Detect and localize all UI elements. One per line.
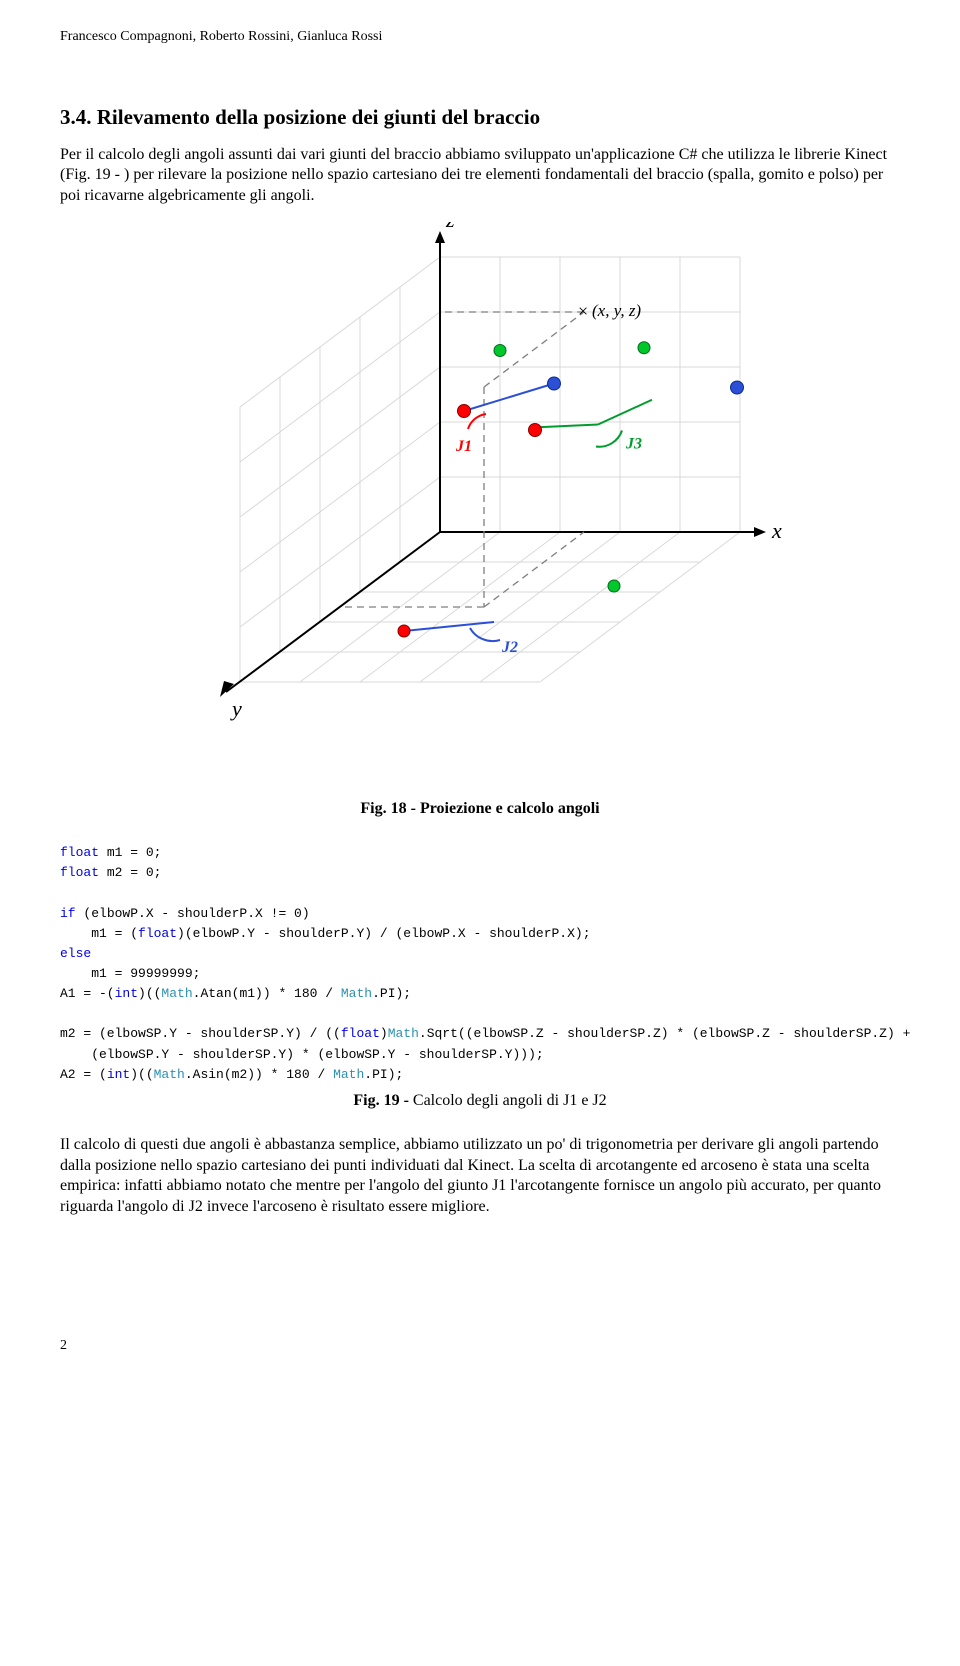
section-heading: 3.4. Rilevamento della posizione dei giu… [60,104,900,131]
code-listing: float m1 = 0;float m2 = 0; if (elbowP.X … [60,843,900,1085]
figure-19-caption-prefix: Fig. 19 - [353,1092,413,1109]
figure-18-svg: z x y ×(x, y, z) J1 J3 J2 [130,222,830,782]
figure-18-caption: Fig. 18 - Proiezione e calcolo angoli [60,799,900,819]
svg-text:y: y [230,696,242,721]
svg-text:x: x [771,518,782,543]
page-header-authors: Francesco Compagnoni, Roberto Rossini, G… [60,28,900,46]
svg-text:J3: J3 [625,436,642,453]
figure-19-caption-text: Calcolo degli angoli di J1 e J2 [413,1092,607,1109]
svg-text:(x, y, z): (x, y, z) [592,301,641,320]
figure-18: z x y ×(x, y, z) J1 J3 J2 [60,222,900,788]
figure-19-caption: Fig. 19 - Calcolo degli angoli di J1 e J… [60,1091,900,1111]
svg-text:z: z [445,222,455,232]
svg-text:J1: J1 [455,438,472,455]
section-number: 3.4. [60,105,92,129]
page-number: 2 [60,1337,900,1355]
section-paragraph-2: Il calcolo di questi due angoli è abbast… [60,1135,900,1217]
section-paragraph-1: Per il calcolo degli angoli assunti dai … [60,145,900,206]
svg-text:J2: J2 [501,639,518,656]
svg-text:×: × [578,301,588,321]
section-title: Rilevamento della posizione dei giunti d… [97,105,540,129]
